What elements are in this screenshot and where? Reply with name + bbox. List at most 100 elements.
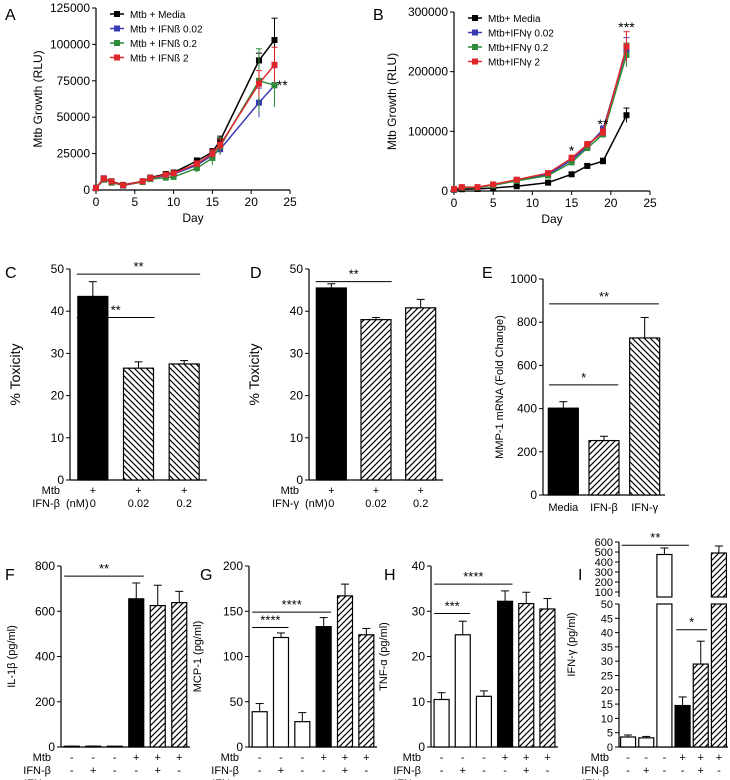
y-tick-label: 0: [48, 740, 55, 754]
y-tick-label: 30: [51, 346, 65, 360]
y-axis-title: IL-1β (pg/ml): [6, 625, 18, 688]
legend-entry: Mtb + IFNß 0.2: [130, 39, 197, 50]
y-tick-label: 20: [412, 650, 426, 664]
condition-value: +: [278, 765, 284, 777]
condition-value: -: [644, 752, 648, 764]
y-tick-label: 45: [601, 613, 613, 625]
condition-value: 0: [328, 498, 334, 510]
legend-entry: Mtb + IFNß 2: [130, 54, 189, 65]
y-tick-label: 150: [223, 604, 243, 618]
bar: [272, 636, 290, 748]
y-tick-label: 10: [51, 431, 65, 445]
y-tick-label: 10: [412, 695, 426, 709]
bar: [638, 737, 655, 748]
condition-value: +: [176, 778, 182, 780]
data-point: [170, 170, 177, 177]
condition-value: -: [300, 765, 304, 777]
y-tick-label: 50: [601, 599, 613, 611]
y-tick-label: 25000: [57, 147, 91, 161]
condition-row-label: Mtb: [33, 752, 51, 764]
condition-value: -: [322, 778, 326, 780]
y-tick-label: 300000: [408, 5, 448, 19]
legend-entry: Mtb+ Media: [488, 14, 541, 25]
data-point: [513, 176, 520, 183]
bar: [629, 337, 661, 496]
condition-value: +: [90, 765, 96, 777]
condition-value: +: [481, 778, 487, 780]
bar: [128, 598, 145, 748]
y-tick-label: 40: [51, 304, 65, 318]
y-tick-label: 0: [57, 473, 64, 487]
condition-value: -: [461, 778, 465, 780]
condition-value: +: [716, 752, 722, 764]
y-axis-title: Mtb Growth (RLU): [385, 53, 399, 150]
y-tick-label: 50000: [57, 110, 91, 124]
y-tick-label: 30: [412, 604, 426, 618]
y-tick-label: 40: [601, 628, 613, 640]
bar: [294, 721, 311, 748]
series-line: [453, 46, 628, 190]
data-point: [584, 145, 591, 152]
series-4: [451, 31, 630, 193]
condition-value: +: [299, 778, 305, 780]
condition-value: -: [343, 778, 347, 780]
panel-label: I: [578, 567, 582, 584]
condition-value: -: [626, 765, 630, 777]
bar: [405, 307, 437, 481]
condition-row-label: Mtb: [591, 752, 609, 764]
y-tick-label: 200: [517, 445, 537, 459]
condition-row-label: IFN-β: [32, 498, 60, 510]
bar: [475, 695, 493, 748]
condition-value: +: [155, 752, 161, 764]
condition-row-label: Mtb: [221, 752, 239, 764]
data-point: [217, 141, 224, 148]
y-tick-label: 10: [290, 431, 304, 445]
y-tick-label: 15: [601, 699, 613, 711]
data-point: [193, 165, 200, 172]
panel-C: C 0 10 20 30 40 50 % Toxicity ** ** Mtb + + + IFN-β (nM…: [5, 259, 207, 510]
bar: [315, 287, 347, 481]
y-tick-label: 40: [412, 559, 426, 573]
condition-value: -: [626, 752, 630, 764]
category-label: Media: [548, 502, 579, 514]
condition-value: 0.02: [128, 498, 149, 510]
y-tick-label: 0: [441, 184, 448, 198]
condition-value: -: [258, 778, 262, 780]
panel-label: H: [384, 567, 396, 584]
legend-swatch-marker: [472, 44, 478, 50]
data-point: [100, 175, 107, 182]
condition-value: -: [503, 765, 507, 777]
legend-entry: Mtb+IFNγ 0.2: [488, 43, 549, 54]
data-point: [513, 183, 520, 190]
condition-value: -: [440, 765, 444, 777]
y-axis-title: IFN-γ (pg/ml): [566, 612, 578, 676]
bar: [315, 626, 332, 748]
condition-row-label: IFN-γ: [272, 498, 299, 510]
condition-row-label: IFN-γ: [582, 778, 609, 780]
x-tick-label: 5: [131, 195, 138, 209]
x-tick-label: 20: [604, 196, 618, 210]
bar: [710, 552, 728, 598]
bar: [360, 319, 392, 481]
significance-stars: *: [689, 615, 694, 630]
x-tick-label: 25: [283, 195, 297, 209]
bar: [518, 602, 535, 748]
y-axis-title: Mtb Growth (RLU): [31, 50, 45, 147]
data-point: [271, 61, 278, 68]
condition-value: -: [663, 752, 667, 764]
x-axis-title: Day: [541, 212, 562, 226]
legend-swatch-marker: [114, 11, 120, 17]
condition-value: -: [546, 765, 550, 777]
bar: [168, 363, 200, 481]
bar: [336, 595, 354, 748]
panel-label: A: [5, 7, 16, 24]
condition-value: -: [134, 765, 138, 777]
significance-stars: **: [133, 259, 143, 274]
condition-value: +: [320, 752, 326, 764]
condition-row-label: IFN-β: [581, 765, 609, 777]
y-axis-title: TNF-α (pg/ml): [378, 622, 390, 691]
category-label: IFN-β: [590, 502, 618, 514]
